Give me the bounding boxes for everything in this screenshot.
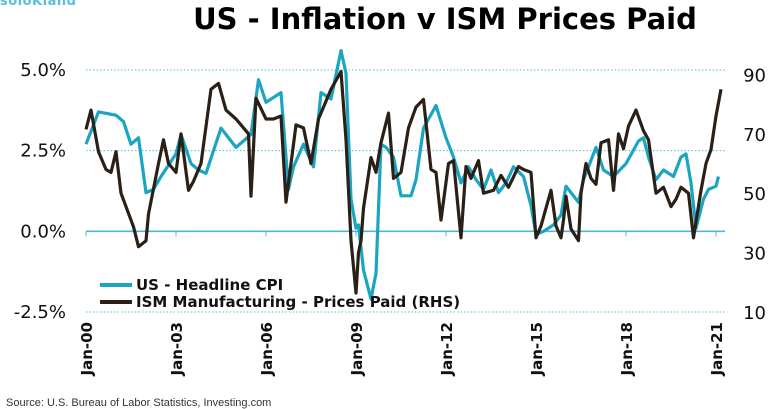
right-tick-label: 30 bbox=[743, 244, 766, 265]
source-note: Source: U.S. Bureau of Labor Statistics,… bbox=[6, 397, 272, 409]
left-tick-label: 0.0% bbox=[20, 221, 66, 242]
x-tick-label: Jan-12 bbox=[438, 322, 456, 376]
logo-text: soloKland bbox=[0, 0, 77, 9]
right-tick-label: 10 bbox=[743, 303, 766, 324]
left-axis-ticks: -2.5% 0.0% 2.5% 5.0% bbox=[14, 60, 66, 323]
legend-label-ism: ISM Manufacturing - Prices Paid (RHS) bbox=[136, 293, 460, 311]
cpi-line bbox=[84, 49, 721, 301]
series-lines bbox=[84, 49, 723, 301]
x-tick-label: Jan-03 bbox=[168, 322, 186, 376]
right-tick-label: 50 bbox=[743, 184, 766, 205]
right-tick-label: 90 bbox=[743, 65, 766, 86]
ism-prices-paid-line bbox=[84, 69, 723, 295]
left-tick-label: 2.5% bbox=[20, 141, 66, 162]
x-tick-label: Jan-00 bbox=[78, 322, 96, 376]
x-tick-label: Jan-15 bbox=[528, 322, 546, 376]
x-tick-label: Jan-21 bbox=[708, 322, 726, 376]
legend-label-cpi: US - Headline CPI bbox=[136, 276, 283, 294]
left-tick-label: -2.5% bbox=[14, 302, 66, 323]
legend: US - Headline CPI ISM Manufacturing - Pr… bbox=[100, 276, 460, 311]
left-tick-label: 5.0% bbox=[20, 60, 66, 81]
chart-title: US - Inflation v ISM Prices Paid bbox=[193, 2, 697, 36]
x-tick-label: Jan-18 bbox=[618, 322, 636, 376]
right-tick-label: 70 bbox=[743, 125, 766, 146]
x-tick-label: Jan-06 bbox=[258, 322, 276, 376]
logo: soloKland bbox=[0, 0, 76, 9]
x-axis-ticks: Jan-00 Jan-03 Jan-06 Jan-09 Jan-12 Jan-15 Jan-… bbox=[78, 231, 726, 376]
right-axis-ticks: 10 30 50 70 90 bbox=[743, 65, 766, 324]
x-tick-label: Jan-09 bbox=[348, 322, 366, 376]
